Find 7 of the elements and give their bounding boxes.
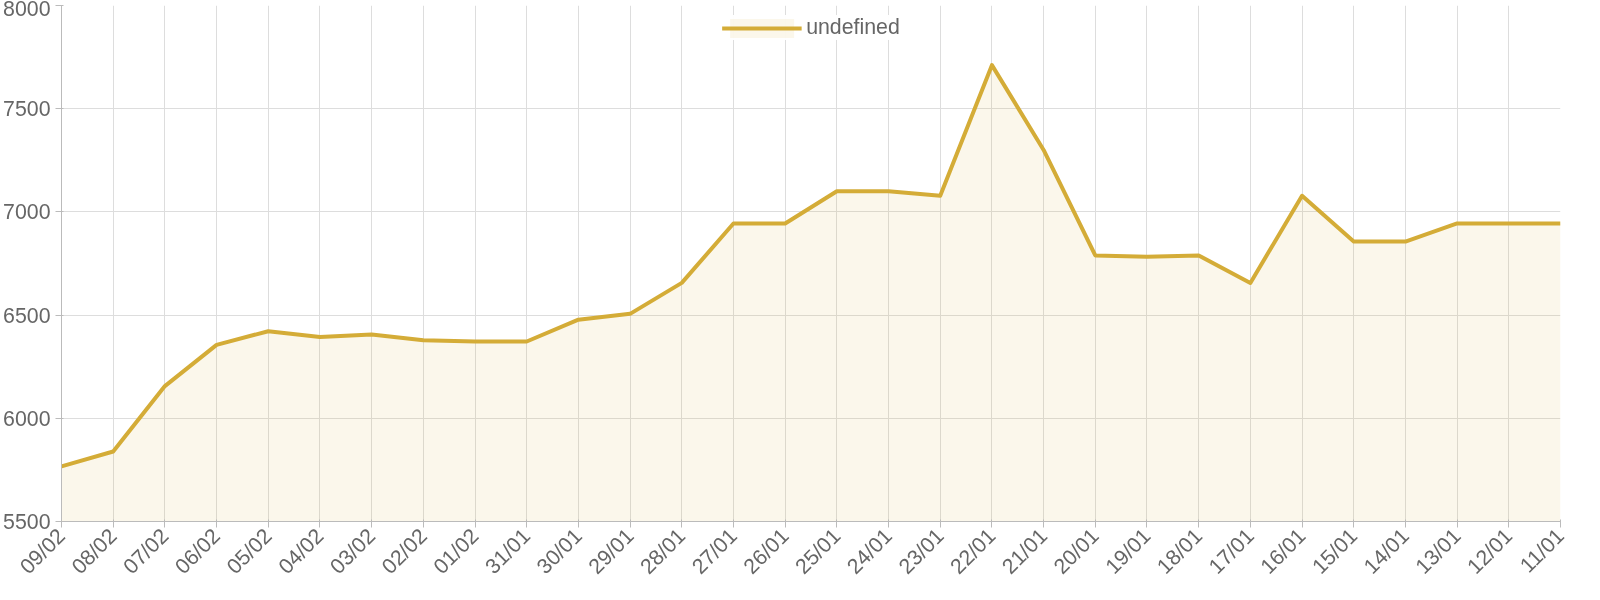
y-tick-label: 8000	[3, 0, 51, 21]
y-tick-label: 5500	[3, 510, 51, 534]
y-tick-label: 6000	[3, 406, 51, 431]
y-tick-label: 7500	[3, 97, 51, 122]
legend-label: undefined	[806, 15, 900, 40]
y-tick-label: 6500	[3, 303, 51, 328]
y-tick-label: 7000	[3, 200, 51, 225]
